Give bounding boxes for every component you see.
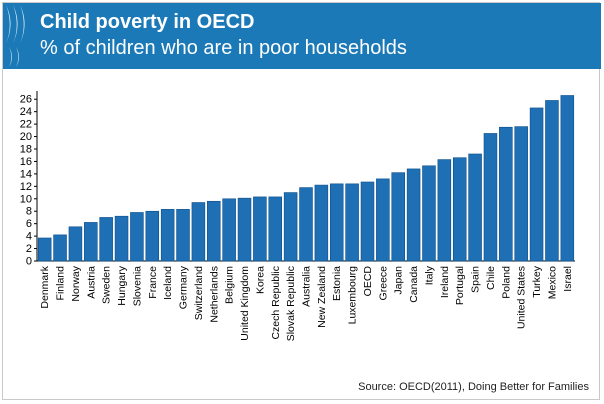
- y-tick-label: 8: [26, 206, 32, 218]
- bar: [437, 159, 452, 262]
- x-tick-label: Spain: [470, 266, 482, 293]
- y-tick-label: 2: [26, 243, 32, 255]
- bar: [299, 187, 313, 262]
- x-tick-label: Israel: [562, 266, 574, 292]
- chart-subtitle: % of children who are in poor households: [40, 37, 407, 59]
- y-tick-label: 4: [26, 231, 32, 243]
- x-tick-label: Korea: [254, 266, 266, 294]
- x-tick-label: Japan: [393, 266, 405, 295]
- bar: [406, 168, 421, 262]
- y-tick-label: 6: [26, 218, 32, 230]
- bar: [483, 133, 498, 262]
- x-tick-label: Czech Republic: [270, 266, 282, 340]
- bar: [391, 172, 405, 262]
- bar: [176, 209, 190, 262]
- y-tick-label: 14: [20, 168, 32, 180]
- x-tick-label: Sweden: [101, 266, 113, 304]
- bar: [130, 212, 144, 262]
- x-tick-label: Slovak Republic: [285, 266, 297, 341]
- bar: [560, 95, 575, 262]
- bar: [191, 202, 206, 262]
- x-tick-label: United Kingdom: [239, 266, 251, 341]
- y-tick-label: 26: [20, 94, 32, 106]
- x-tick-label: United States: [516, 266, 528, 329]
- bar: [253, 196, 267, 262]
- bar: [37, 237, 52, 262]
- x-tick-label: Iceland: [162, 266, 174, 300]
- bar: [452, 157, 467, 262]
- bar: [283, 192, 298, 262]
- y-tick-label: 10: [20, 193, 32, 205]
- bar: [99, 217, 113, 262]
- x-tick-label: Turkey: [531, 265, 543, 297]
- y-tick-label: 24: [20, 106, 32, 118]
- bar: [268, 196, 283, 262]
- y-tick-label: 22: [20, 119, 32, 131]
- y-tick-label: 12: [20, 181, 32, 193]
- bar: [360, 181, 375, 262]
- bar: [222, 198, 236, 262]
- x-tick-label: Poland: [500, 266, 512, 299]
- bar: [237, 197, 252, 262]
- bar: [529, 107, 544, 262]
- chart-frame: Child poverty in OECD % of children who …: [2, 2, 601, 400]
- bar: [376, 178, 390, 262]
- bar: [345, 183, 359, 262]
- x-tick-label: OECD: [362, 266, 374, 297]
- y-tick-label: 20: [20, 131, 32, 143]
- bar: [422, 165, 436, 262]
- y-tick-label: 18: [20, 144, 32, 156]
- x-tick-label: Netherlands: [208, 266, 220, 323]
- chart-title: Child poverty in OECD: [40, 11, 255, 33]
- x-tick-label: Chile: [485, 266, 497, 290]
- bar: [84, 222, 98, 262]
- bar: [160, 209, 175, 262]
- chart-header: Child poverty in OECD % of children who …: [3, 3, 601, 69]
- x-tick-label: Portugal: [454, 266, 466, 305]
- bar: [114, 215, 129, 262]
- source-note: Source: OECD(2011), Doing Better for Fam…: [358, 381, 589, 393]
- x-tick-label: France: [147, 266, 159, 299]
- x-tick-label: New Zealand: [316, 266, 328, 328]
- x-tick-label: Greece: [377, 266, 389, 301]
- x-tick-label: Austria: [85, 266, 97, 299]
- bar: [207, 200, 221, 262]
- x-tick-label: Norway: [70, 265, 82, 301]
- oecd-logo-icon: [6, 5, 25, 67]
- bar: [514, 126, 528, 262]
- x-tick-label: Luxembourg: [347, 266, 359, 325]
- x-tick-label: Denmark: [39, 265, 51, 308]
- x-tick-label: Italy: [423, 265, 435, 285]
- x-tick-label: Canada: [408, 266, 420, 303]
- bar: [545, 100, 559, 262]
- x-tick-label: Estonia: [331, 266, 343, 301]
- x-tick-label: Switzerland: [193, 266, 205, 320]
- x-tick-label: Ireland: [439, 266, 451, 298]
- bar: [329, 183, 344, 262]
- bar: [314, 184, 329, 262]
- y-tick-label: 16: [20, 156, 32, 168]
- bar: [468, 153, 482, 262]
- x-tick-label: Germany: [178, 265, 190, 309]
- x-tick-label: Belgium: [224, 266, 236, 304]
- bar: [53, 234, 67, 262]
- x-tick-label: Finland: [55, 266, 67, 301]
- bar: [145, 210, 160, 262]
- bar: [499, 126, 513, 262]
- x-tick-label: Australia: [301, 266, 313, 307]
- x-tick-label: Mexico: [546, 266, 558, 299]
- y-tick-label: 0: [26, 256, 32, 268]
- x-tick-label: Hungary: [116, 265, 128, 305]
- x-tick-label: Slovenia: [131, 266, 143, 306]
- bar: [68, 226, 83, 262]
